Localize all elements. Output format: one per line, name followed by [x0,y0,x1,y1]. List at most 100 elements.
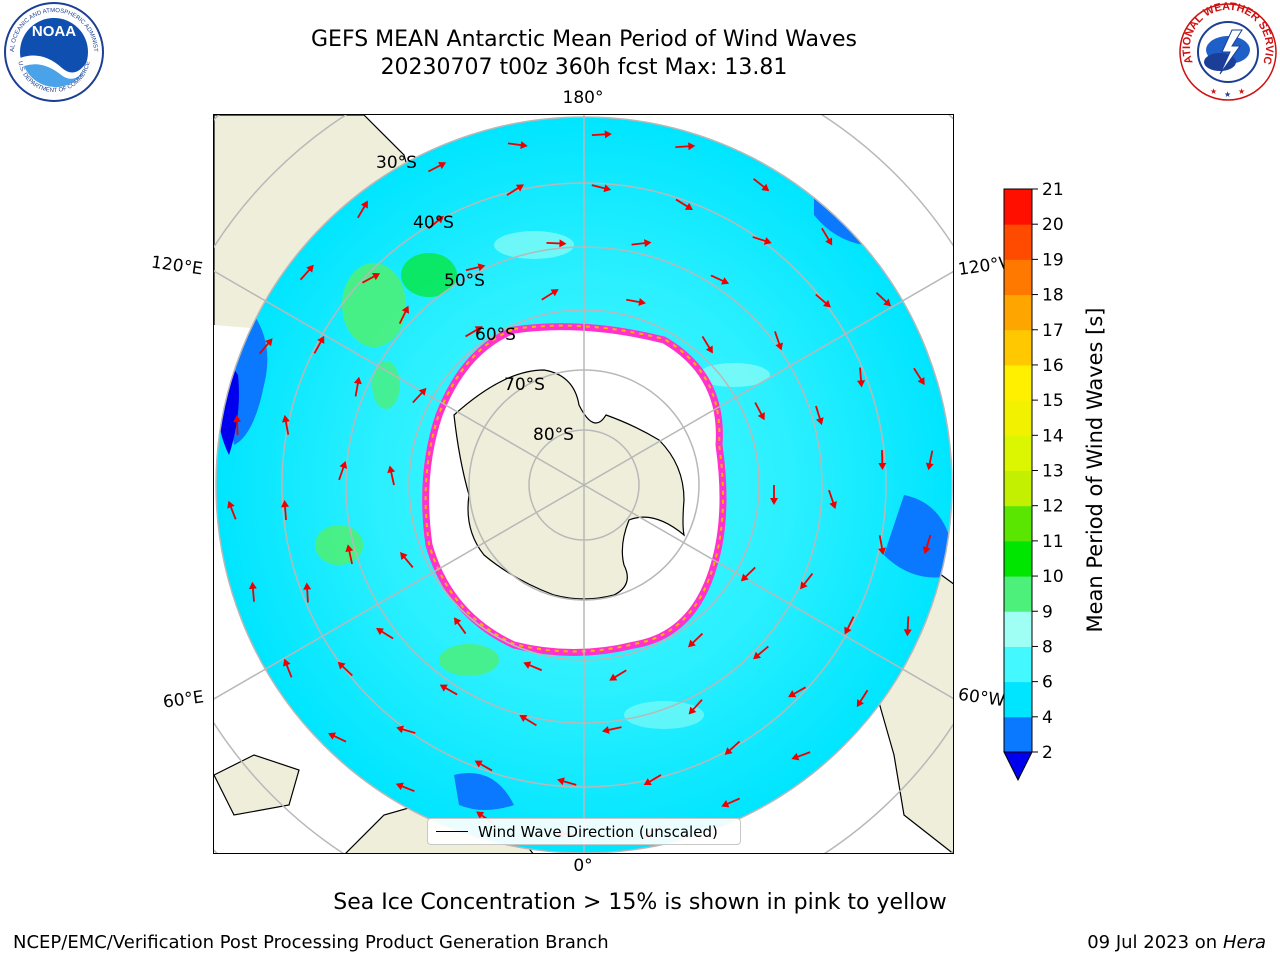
wave-arrow-head [688,639,696,648]
wave-arrow-head [788,690,797,698]
wave-arrow-head [227,500,235,509]
colorbar-tick-label: 9 [1042,602,1053,622]
colorbar-tick-label: 15 [1042,391,1064,411]
colorbar-segment [1004,329,1032,366]
wave-arrow-head [337,661,346,670]
footer-machine: Hera [1222,932,1266,953]
colorbar-segment [1004,470,1032,507]
wave-arrow-head [438,162,447,170]
wave-arrow-head [829,501,837,510]
colorbar-tick-label: 19 [1042,250,1064,270]
lat-label-30s: 30°S [376,153,417,173]
wave-arrow-head [281,414,290,423]
lon-label-60e: 60°E [161,687,206,713]
svg-text:★: ★ [1224,90,1231,99]
colorbar-segment [1004,189,1032,225]
legend-label: Wind Wave Direction (unscaled) [478,822,718,841]
wave-arrow-head [604,130,612,139]
chart-subtitle: 20230707 t00z 360h fcst Max: 13.81 [380,55,788,80]
wave-arrow-head [303,582,312,590]
wave-arrow-head [353,376,362,385]
wave-arrow-head [638,298,646,306]
wave-arrow-head [523,661,532,669]
colorbar-tick-label: 21 [1042,180,1064,200]
wave-arrow-head [609,673,618,681]
colorbar-tick-label: 16 [1042,356,1064,376]
wave-arrow-head [878,547,886,556]
colorbar-tick-label: 6 [1042,673,1053,693]
colorbar-segment [1004,540,1032,577]
footer-credit: NCEP/EMC/Verification Post Processing Pr… [13,932,609,953]
wave-arrow-head [724,747,733,755]
wave-arrow-head [601,726,610,734]
wave-arrow-head [519,714,528,723]
wave-arrow-head [791,752,800,761]
wave-arrow-head [401,305,409,314]
lat-label-70s: 70°S [504,375,545,395]
colorbar-tick-label: 12 [1042,497,1064,517]
wave-arrow-head [360,200,368,209]
wave-arrow-head [925,462,934,471]
colorbar-tick-label: 20 [1042,215,1064,235]
wave-arrow-head [603,184,612,193]
footer-date: 09 Jul 2023 on Hera [1087,932,1266,953]
wave-arrow-head [248,581,257,590]
wave-arrow-head [372,273,381,281]
wave-arrow-head [281,500,290,508]
colorbar-segment [1004,611,1032,647]
wave-arrow-head [844,626,852,635]
lat-label-40s: 40°S [413,213,454,233]
chart-title: GEFS MEAN Antarctic Mean Period of Wind … [311,27,857,52]
wave-arrow-head [474,760,483,768]
wave-arrow-head [435,215,444,224]
wave-arrow-head [917,377,925,386]
wave-arrow-head [823,299,831,308]
wave-arrow-head [705,345,713,354]
wave-arrow-head [550,289,559,297]
wave-arrow-head [453,617,462,626]
colorbar-segment [1004,576,1032,612]
wave-arrow-head [476,811,485,819]
wave-arrow-head [857,380,866,388]
wave-arrow-head [339,460,348,469]
wave-arrow-head [264,338,273,347]
colorbar-segment [1004,646,1032,683]
colorbar-tick-label: 18 [1042,286,1064,306]
wave-arrow-head [903,629,912,637]
colorbar-tick-label: 14 [1042,426,1064,446]
colorbar: 2 4 6 8 9 10 11 12 13 14 15 16 17 18 19 20 21 [1003,180,1064,782]
wave-arrow-head [418,387,427,396]
legend-line-swatch [436,831,468,832]
colorbar-tick-label: 11 [1042,532,1064,552]
colorbar-tick-label: 2 [1042,743,1053,763]
wave-arrow-head [757,412,765,421]
lat-label-50s: 50°S [444,271,485,291]
wave-arrow-head [396,725,404,734]
noaa-logo: NOAA NATIONAL OCEANIC AND ATMOSPHERIC AD… [2,0,104,102]
lon-label-120e: 120°E [149,252,204,280]
wave-arrow-head [770,498,778,505]
colorbar-segment [1004,716,1032,753]
wave-arrow-head [775,342,783,351]
wave-arrow-head [317,335,325,344]
wave-arrow-head [520,141,528,150]
colorbar-tick-label: 4 [1042,708,1053,728]
wave-arrow-head [559,239,567,248]
wave-arrow-head [721,277,730,285]
wave-arrow-head [761,183,770,192]
wave-arrow-head [306,264,314,273]
wave-arrow-head [688,706,697,715]
svg-text:★: ★ [1210,87,1217,96]
lat-label-60s: 60°S [475,325,516,345]
wave-arrow-head [688,142,696,151]
lon-label-180: 180° [562,88,604,108]
wave-arrow-head [474,326,483,334]
colorbar-segment [1004,259,1032,296]
nws-logo: NATIONAL WEATHER SERVICE ★ ★ ★ [1176,0,1277,101]
lat-label-80s: 80°S [533,425,574,445]
wave-arrow-head [753,651,762,660]
colorbar-label: Mean Period of Wind Waves [s] [1083,307,1107,633]
colorbar-tick-label: 13 [1042,462,1064,482]
wave-arrow-head [400,552,408,561]
wave-arrow-head [825,237,833,246]
